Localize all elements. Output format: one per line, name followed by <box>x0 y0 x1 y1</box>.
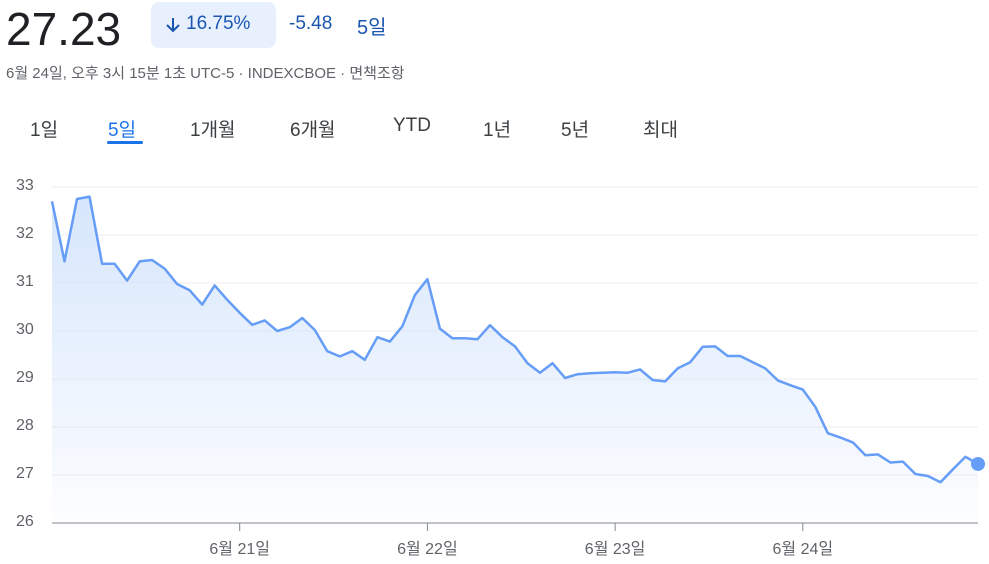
range-tab[interactable]: 1개월 <box>190 120 236 141</box>
range-tab[interactable]: 5년 <box>561 120 590 141</box>
period: 5일 <box>357 17 387 39</box>
last-point <box>971 456 985 471</box>
price-line <box>50 195 979 484</box>
range-tab[interactable]: 최대 <box>643 120 678 141</box>
range-tab[interactable]: 5일 <box>108 120 137 141</box>
range-tab[interactable]: 6개월 <box>290 120 336 141</box>
subtitle: 6월 24일, 오후 3시 15분 1초 UTC-5 · INDEXCBOE ·… <box>6 65 405 82</box>
change-chip <box>151 2 276 48</box>
range-tab[interactable]: YTD <box>393 115 431 136</box>
y-tick-label: 29 <box>16 369 34 386</box>
y-tick-label: 33 <box>16 177 34 194</box>
x-tick-label: 6월 24일 <box>773 540 834 558</box>
range-tab[interactable]: 1년 <box>483 120 512 141</box>
y-tick-label: 31 <box>16 273 34 290</box>
x-tick-label: 6월 22일 <box>397 540 458 558</box>
x-tick-label: 6월 23일 <box>585 540 646 558</box>
y-tick-label: 32 <box>16 225 34 242</box>
change-percent: 16.75% <box>186 13 251 34</box>
x-tick-label: 6월 21일 <box>209 540 270 558</box>
change: -5.48 <box>289 13 333 34</box>
area-fill <box>52 196 978 523</box>
y-tick-label: 28 <box>16 417 34 434</box>
y-tick-label: 30 <box>16 321 34 338</box>
y-tick-label: 27 <box>16 465 34 482</box>
price: 27.23 <box>6 3 122 55</box>
down-arrow <box>166 18 180 33</box>
y-tick-label: 26 <box>16 513 34 530</box>
range-tab[interactable]: 1일 <box>30 120 59 141</box>
active-underline <box>107 141 143 144</box>
